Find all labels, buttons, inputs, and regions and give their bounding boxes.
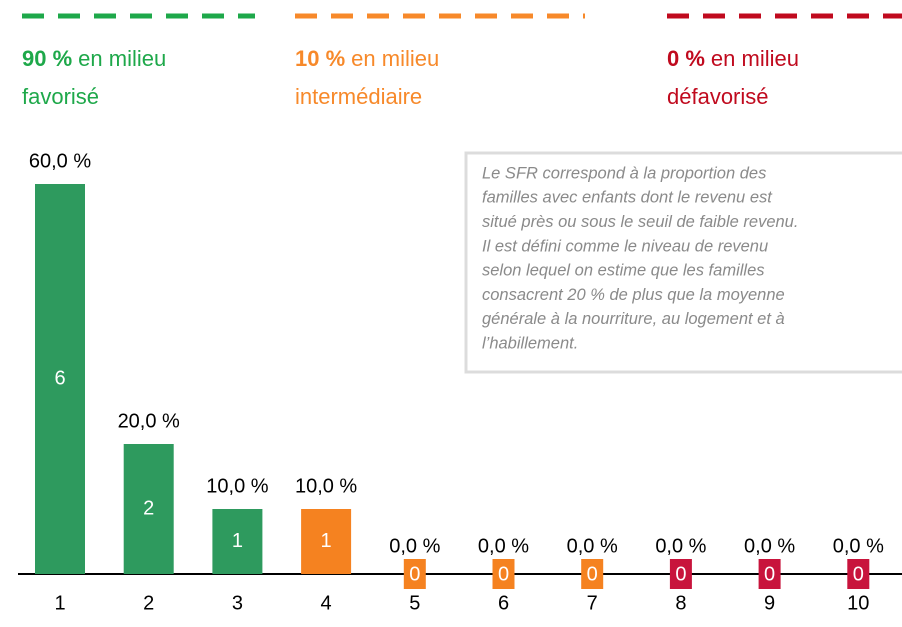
note-line: selon lequel on estime que les familles: [482, 262, 765, 280]
legend-text: 0 % en milieu: [667, 46, 799, 71]
legend-line: intermédiaire: [295, 84, 422, 109]
value-label: 0,0 %: [655, 535, 706, 557]
count-box: [669, 559, 692, 589]
count-label: 1: [321, 530, 332, 552]
note-line: familles avec enfants dont le revenu est: [482, 189, 773, 207]
x-tick-label: 8: [675, 592, 686, 614]
count-label: 0: [498, 563, 509, 585]
bar: [301, 509, 352, 574]
count-label: 0: [853, 563, 864, 585]
value-label: 0,0 %: [389, 535, 440, 557]
x-tick-label: 10: [847, 592, 869, 614]
value-label: 20,0 %: [118, 410, 180, 432]
value-label: 0,0 %: [478, 535, 529, 557]
x-tick-label: 1: [54, 592, 65, 614]
legend-line: défavorisé: [667, 84, 769, 109]
legend-line: en milieu: [351, 46, 439, 71]
value-label: 0,0 %: [744, 535, 795, 557]
x-tick-label: 3: [232, 592, 243, 614]
count-box: [581, 559, 604, 589]
bar: [123, 444, 174, 574]
count-label: 1: [232, 530, 243, 552]
legend-line: en milieu: [78, 46, 166, 71]
legend-text: 10 % en milieu: [295, 46, 439, 71]
note-line: consacrent 20 % de plus que la moyenne: [482, 286, 785, 304]
x-tick-label: 6: [498, 592, 509, 614]
count-label: 0: [675, 563, 686, 585]
legend-label: 10 %: [295, 46, 345, 71]
value-label: 10,0 %: [295, 475, 357, 497]
value-label: 60,0 %: [29, 150, 91, 172]
legend-label: 90 %: [22, 46, 72, 71]
count-box: [403, 559, 426, 589]
x-tick-label: 7: [587, 592, 598, 614]
count-label: 2: [143, 497, 154, 519]
legend-line: en milieu: [711, 46, 799, 71]
value-label: 0,0 %: [567, 535, 618, 557]
legend-label: 0 %: [667, 46, 705, 71]
value-label: 0,0 %: [833, 535, 884, 557]
count-box: [492, 559, 515, 589]
note-line: Il est défini comme le niveau de revenu: [482, 237, 768, 255]
bar: [35, 184, 85, 574]
note-box: [464, 151, 902, 374]
note-line: Le SFR correspond à la proportion des: [482, 164, 766, 182]
legend-text: 90 % en milieu: [22, 46, 166, 71]
count-label: 6: [54, 367, 65, 389]
count-box: [758, 559, 781, 589]
x-tick-label: 9: [764, 592, 775, 614]
x-tick-label: 2: [143, 592, 154, 614]
x-tick-label: 5: [409, 592, 420, 614]
x-tick-label: 4: [321, 592, 332, 614]
value-label: 10,0 %: [206, 475, 268, 497]
legend-line: favorisé: [22, 84, 99, 109]
count-label: 0: [587, 563, 598, 585]
note-line: situé près ou sous le seuil de faible re…: [482, 213, 798, 231]
count-label: 0: [409, 563, 420, 585]
count-label: 0: [764, 563, 775, 585]
note-line: générale à la nourriture, au logement et…: [482, 310, 785, 328]
note-line: l’habillement.: [482, 334, 578, 352]
bar: [212, 509, 263, 574]
count-box: [847, 559, 870, 589]
